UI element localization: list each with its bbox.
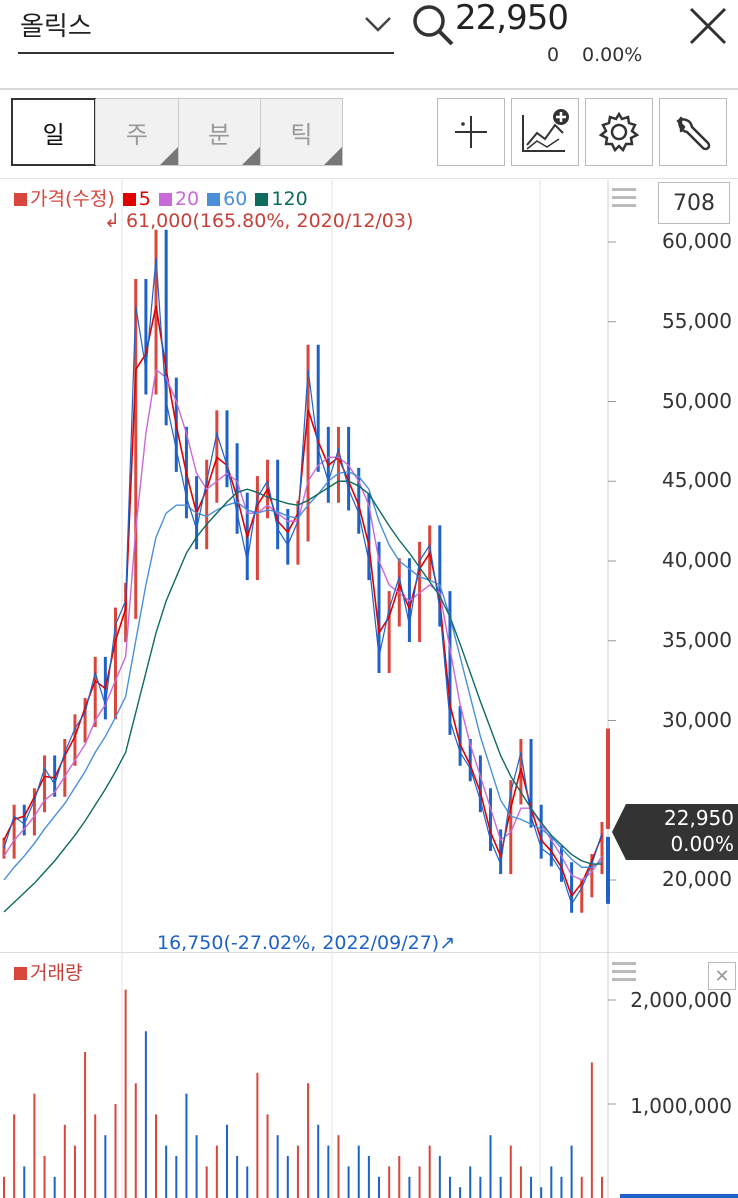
panel-divider bbox=[0, 952, 738, 953]
ma120-line bbox=[3, 480, 602, 913]
y-axis-label: 60,000 bbox=[662, 229, 732, 253]
tab-tick[interactable]: 틱 bbox=[259, 99, 342, 165]
tab-daily[interactable]: 일 bbox=[11, 98, 97, 166]
legend-ma5[interactable]: 5 bbox=[122, 188, 151, 210]
tab-label: 일 bbox=[42, 120, 65, 149]
dropdown-corner-icon bbox=[324, 147, 342, 165]
current-price-badge-value: 22,950 bbox=[664, 806, 734, 830]
tab-weekly[interactable]: 주 bbox=[95, 99, 178, 165]
legend-ma60[interactable]: 60 bbox=[207, 188, 247, 210]
search-icon[interactable] bbox=[410, 2, 456, 52]
add-indicator-icon bbox=[522, 109, 569, 152]
ma60-line bbox=[3, 470, 603, 881]
chevron-down-icon[interactable] bbox=[362, 8, 394, 44]
y-axis-label: 50,000 bbox=[662, 388, 732, 413]
add-indicator-button[interactable] bbox=[511, 98, 579, 166]
toolbar-divider bbox=[0, 178, 738, 179]
volume-chart[interactable] bbox=[0, 952, 738, 1198]
header-bar: 올릭스 22,950 0 0.00% bbox=[0, 0, 738, 90]
volume-axis-label: 2,000,000 bbox=[630, 988, 732, 1012]
settings-button[interactable] bbox=[585, 98, 653, 166]
volume-legend[interactable]: 거래량 bbox=[14, 958, 82, 985]
legend-ma120[interactable]: 120 bbox=[255, 188, 308, 210]
y-axis-label: 40,000 bbox=[662, 548, 732, 572]
stock-name[interactable]: 올릭스 bbox=[20, 12, 92, 42]
high-annotation-text: 61,000(165.80%, 2020/12/03) bbox=[125, 210, 414, 232]
y-axis-label: 30,000 bbox=[662, 707, 732, 732]
volume-menu-icon[interactable] bbox=[612, 962, 636, 986]
legend-price[interactable]: 가격(수정) bbox=[14, 188, 115, 210]
current-price-badge-rate: 0.00% bbox=[670, 832, 734, 856]
price-chart[interactable] bbox=[0, 180, 738, 952]
tab-label: 분 bbox=[208, 120, 231, 149]
y-axis-label: 20,000 bbox=[662, 867, 732, 891]
dropdown-corner-icon bbox=[159, 147, 178, 165]
close-icon[interactable] bbox=[688, 6, 728, 50]
low-annotation: 16,750(-27.02%, 2022/09/27)↗ bbox=[157, 932, 456, 954]
volume-label: 거래량 bbox=[30, 962, 83, 984]
tools-button[interactable] bbox=[659, 98, 727, 166]
crosshair-button[interactable] bbox=[437, 98, 505, 166]
stock-name-underline bbox=[18, 52, 394, 54]
y-axis-label: 55,000 bbox=[662, 308, 732, 333]
price-line bbox=[3, 257, 603, 906]
tab-minute[interactable]: 분 bbox=[177, 99, 260, 165]
ma20-line bbox=[3, 368, 603, 881]
close-volume-icon[interactable]: ✕ bbox=[708, 962, 736, 990]
crosshair-icon bbox=[455, 116, 487, 148]
tab-label: 주 bbox=[125, 120, 148, 149]
low-annotation-text: 16,750(-27.02%, 2022/09/27) bbox=[157, 932, 440, 954]
chart-menu-icon[interactable] bbox=[612, 188, 636, 212]
dropdown-corner-icon bbox=[241, 147, 260, 165]
tab-label: 틱 bbox=[290, 120, 313, 149]
high-annotation: ↲ 61,000(165.80%, 2020/12/03) bbox=[104, 210, 414, 232]
volume-axis-label: 1,000,000 bbox=[630, 1094, 732, 1118]
candle-count[interactable]: 708 bbox=[658, 182, 730, 224]
current-price: 22,950 bbox=[455, 0, 569, 38]
wrench-icon bbox=[676, 116, 711, 151]
legend-ma20[interactable]: 20 bbox=[158, 188, 199, 210]
gear-icon bbox=[598, 111, 640, 153]
price-change: 0 bbox=[547, 44, 560, 66]
y-axis-label: 45,000 bbox=[662, 468, 732, 493]
current-price-badge: 22,950 0.00% bbox=[612, 804, 738, 860]
price-change-rate: 0.00% bbox=[582, 44, 643, 66]
y-axis-label: 35,000 bbox=[662, 627, 732, 652]
period-tabs: 일 주 분 틱 bbox=[11, 98, 343, 166]
chart-legend: 가격(수정) 5 20 60 120 bbox=[14, 184, 310, 211]
